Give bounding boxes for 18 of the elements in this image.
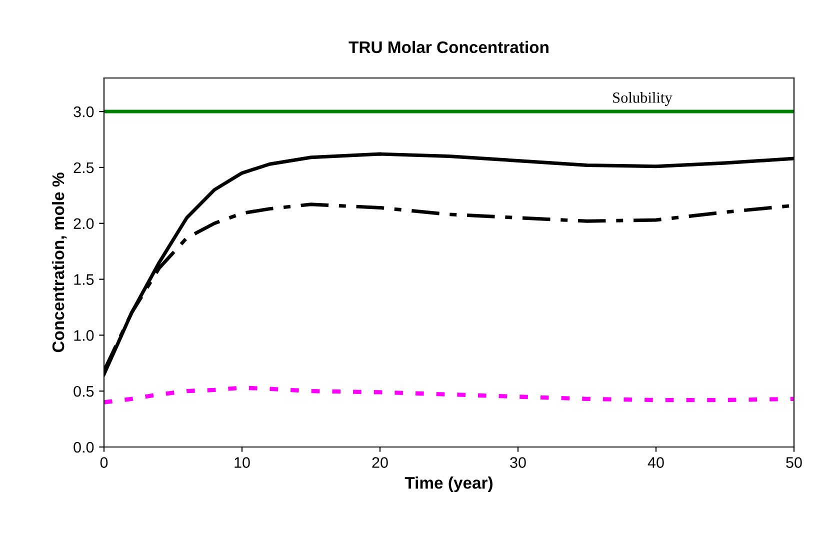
x-tick-label: 20 (372, 457, 388, 468)
y-tick-label: 1.5 (74, 274, 94, 285)
y-tick-label: 2.5 (74, 162, 94, 174)
y-axis-title: Concentration, mole % (52, 172, 67, 352)
y-tick-label: 1.0 (74, 330, 94, 341)
y-tick-label: 3.0 (74, 106, 94, 118)
x-tick-label: 0 (100, 457, 108, 468)
x-tick-label: 30 (510, 457, 526, 468)
y-tick-label: 2.0 (74, 218, 94, 230)
line-series (104, 386, 794, 404)
chart-title: TRU Molar Concentration (348, 40, 548, 54)
x-tick-label: 10 (234, 457, 250, 468)
x-tick-label: 50 (786, 457, 802, 468)
ref-line-label: Solubility (613, 92, 672, 106)
x-tick-label: 40 (648, 457, 664, 468)
y-tick-label: 0.0 (74, 442, 94, 453)
y-tick-label: 0.5 (74, 386, 94, 397)
x-axis-title: Time (year) (404, 476, 492, 492)
